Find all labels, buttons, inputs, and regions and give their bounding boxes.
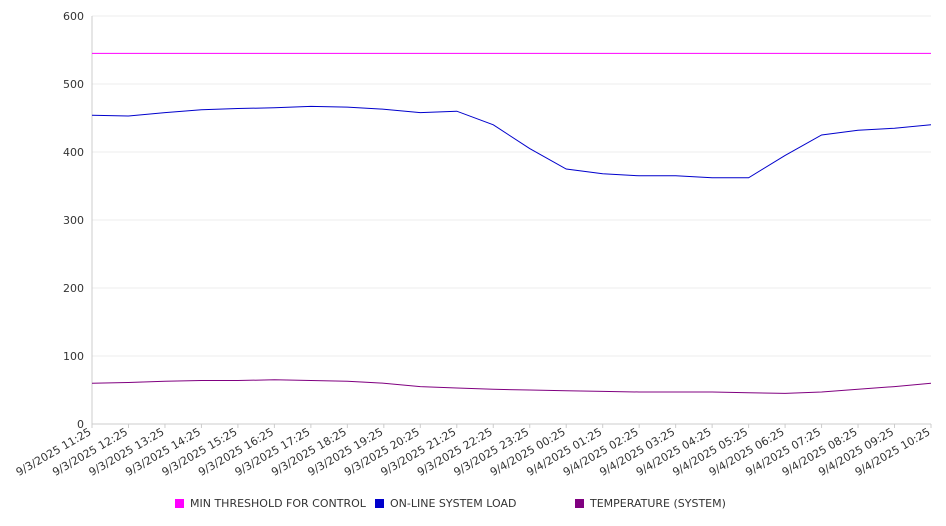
y-tick-label: 400: [63, 146, 84, 159]
axes: [91, 16, 931, 425]
legend-label: ON-LINE SYSTEM LOAD: [390, 497, 517, 510]
legend-item[interactable]: MIN THRESHOLD FOR CONTROL: [175, 497, 366, 510]
gridlines: [92, 15, 931, 357]
y-tick-label: 300: [63, 214, 84, 227]
legend-swatch: [175, 499, 184, 508]
y-tick-label: 0: [77, 418, 84, 431]
y-tick-label: 600: [63, 10, 84, 23]
legend: MIN THRESHOLD FOR CONTROL ON-LINE SYSTEM …: [0, 497, 946, 515]
series-line-1: [91, 105, 932, 179]
y-tick-label: 500: [63, 78, 84, 91]
series-line-2: [91, 379, 932, 394]
series-lines: [91, 52, 932, 394]
legend-item[interactable]: TEMPERATURE (SYSTEM): [575, 497, 726, 510]
legend-swatch: [575, 499, 584, 508]
y-tick-label: 100: [63, 350, 84, 363]
x-axis-ticks: 9/3/2025 11:259/3/2025 12:259/3/2025 13:…: [14, 424, 933, 479]
y-axis-ticks: 0 100 200 300 400 500 600: [63, 10, 84, 431]
legend-item[interactable]: ON-LINE SYSTEM LOAD: [375, 497, 516, 510]
legend-label: MIN THRESHOLD FOR CONTROL: [190, 497, 366, 510]
legend-swatch: [375, 499, 384, 508]
y-tick-label: 200: [63, 282, 84, 295]
legend-label: TEMPERATURE (SYSTEM): [590, 497, 726, 510]
